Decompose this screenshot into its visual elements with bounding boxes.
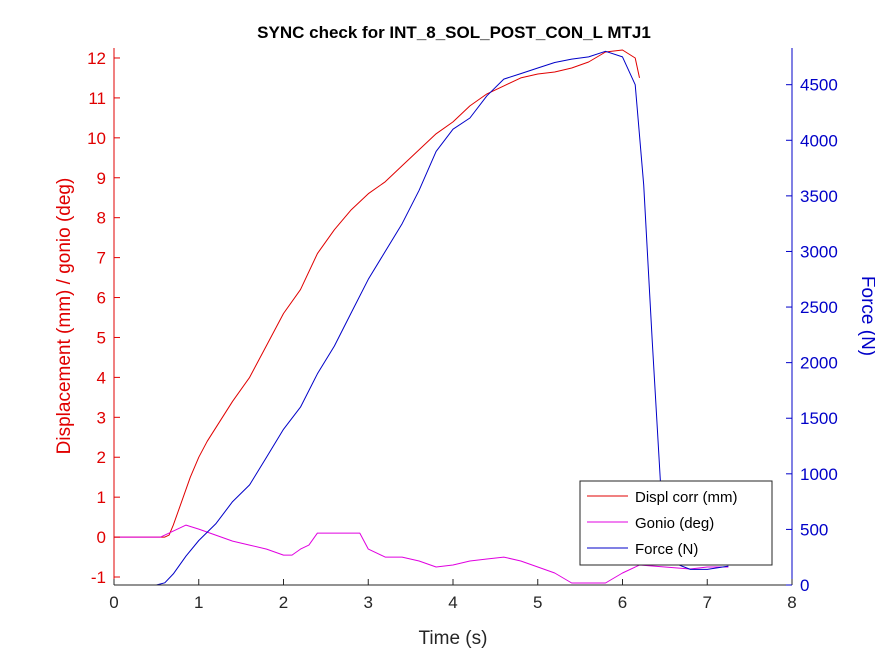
y-left-tick-label: 3 [97,408,106,427]
legend-label: Gonio (deg) [635,515,714,532]
y-left-tick-label: 2 [97,448,106,467]
x-axis-label: Time (s) [419,628,488,649]
y-right-tick-label: 1500 [800,409,838,428]
y-left-tick-label: 12 [87,49,106,68]
y-right-axis-label: Force (N) [857,276,875,356]
y-right-tick-label: 3500 [800,187,838,206]
y-left-tick-label: 4 [97,368,106,387]
y-left-tick-label: 0 [97,528,106,547]
x-tick-label: 5 [533,593,542,612]
y-right-tick-label: 2000 [800,354,838,373]
y-left-tick-label: 7 [97,249,106,268]
x-tick-label: 6 [618,593,627,612]
y-left-tick-label: 8 [97,209,106,228]
y-right-tick-label: 4500 [800,76,838,95]
x-tick-label: 3 [364,593,373,612]
y-right-ticks: 0 500 1000 1500 2000 2500 3000 3500 4000 4500 [786,76,838,595]
y-left-tick-label: 1 [97,488,106,507]
y-left-tick-label: -1 [91,568,106,587]
y-left-tick-label: 11 [88,89,106,108]
y-left-tick-label: 10 [87,129,106,148]
y-right-tick-label: 3000 [800,242,838,261]
series-line-2 [114,524,729,584]
series-line-3 [114,50,729,585]
series-line-1 [114,49,640,538]
y-left-tick-label: 6 [97,289,106,308]
legend-box [579,480,773,566]
y-right-tick-label: 2500 [800,298,838,317]
legend-label: Displ corr (mm) [635,489,738,506]
x-tick-label: 8 [787,593,796,612]
legend: Displ corr (mm) Gonio (deg) Force (N) [579,480,773,566]
y-right-tick-label: 1000 [800,465,838,484]
y-right-tick-label: 4000 [800,131,838,150]
x-ticks: 0 1 2 3 4 5 6 7 8 [109,579,797,612]
x-tick-label: 1 [194,593,203,612]
series-layer [114,49,729,585]
x-tick-label: 2 [279,593,288,612]
legend-label: Force (N) [635,541,698,558]
x-tick-label: 7 [703,593,712,612]
chart-title: SYNC check for INT_8_SOL_POST_CON_L MTJ1 [257,23,651,42]
x-tick-label: 0 [109,593,118,612]
y-right-tick-label: 0 [800,576,809,595]
y-left-tick-label: 5 [97,328,106,347]
y-left-tick-label: 9 [97,169,106,188]
y-right-tick-label: 500 [800,520,828,539]
x-tick-label: 4 [448,593,457,612]
y-left-axis-label: Displacement (mm) / gonio (deg) [54,178,75,455]
